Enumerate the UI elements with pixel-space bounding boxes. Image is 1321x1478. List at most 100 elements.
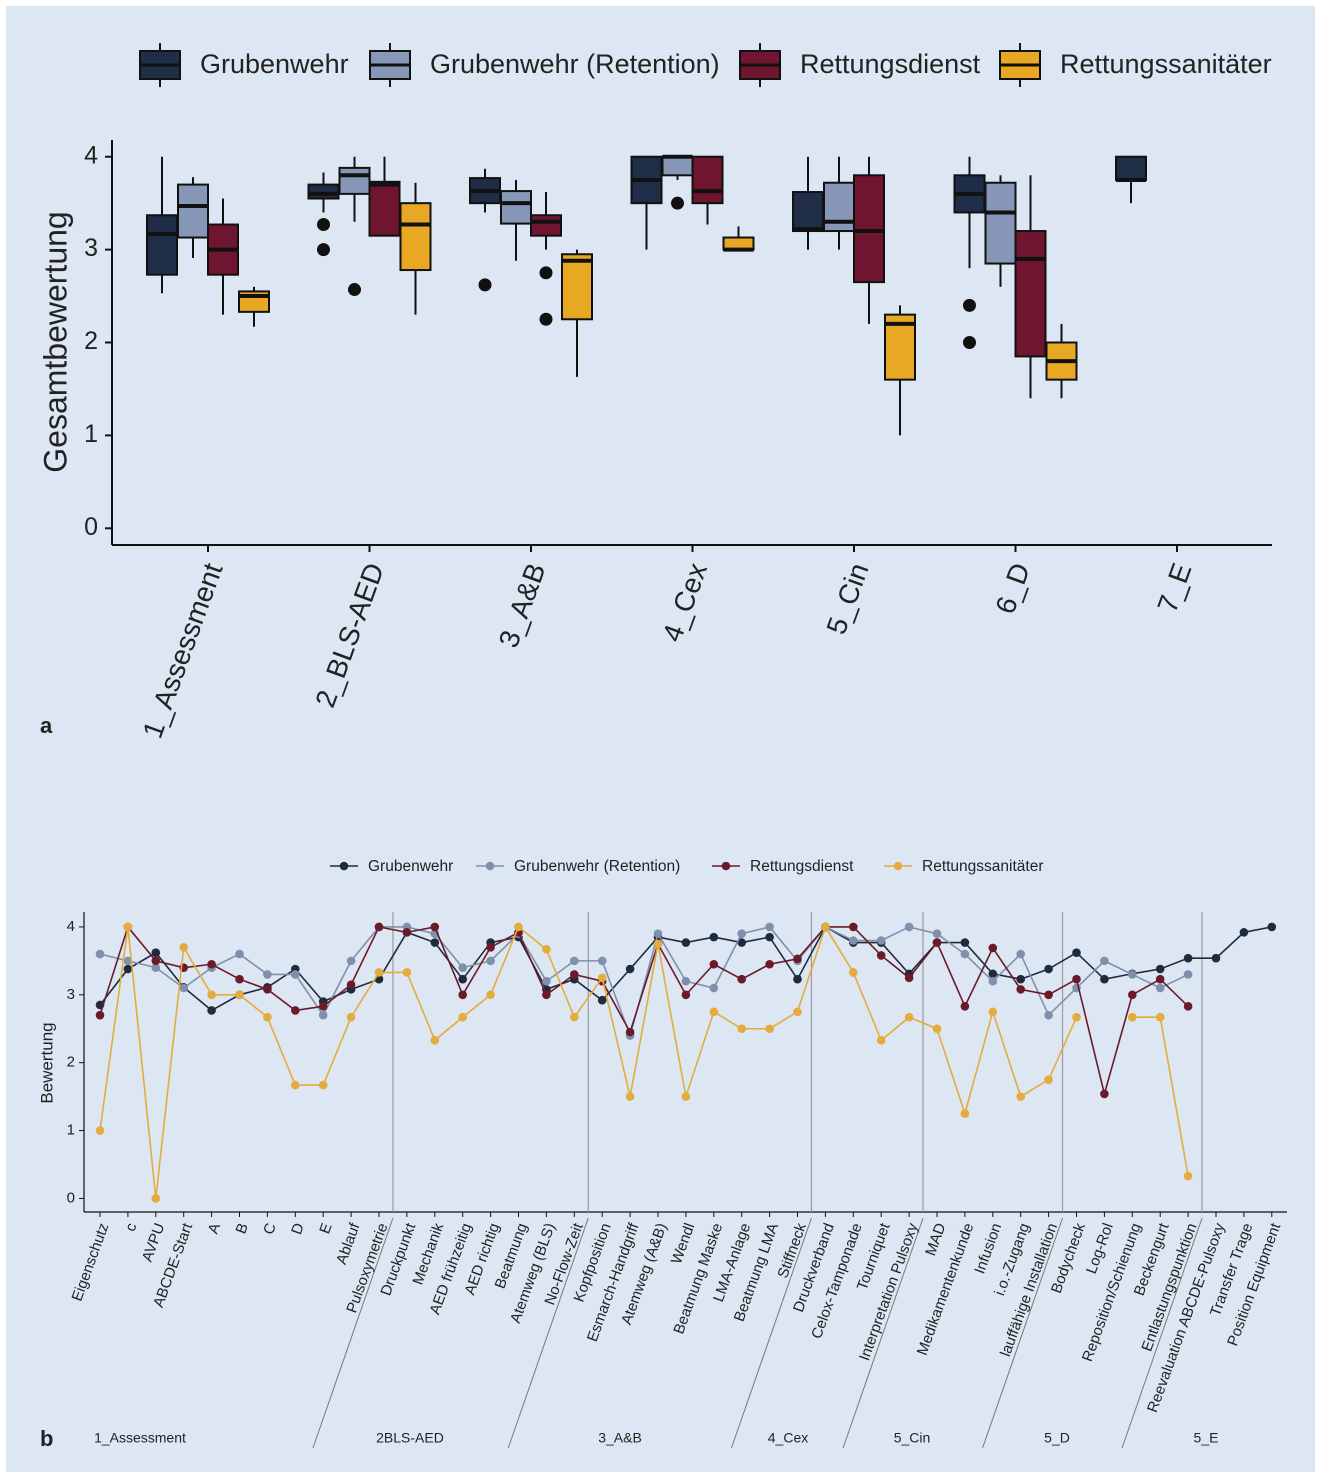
point xyxy=(207,1006,216,1015)
box xyxy=(661,155,694,177)
point xyxy=(374,968,384,977)
point xyxy=(263,1012,272,1022)
point xyxy=(876,1035,886,1045)
outlier xyxy=(317,243,330,257)
point xyxy=(263,970,272,979)
point xyxy=(123,956,133,966)
point xyxy=(737,974,746,984)
y-tick-label: 0 xyxy=(67,1189,75,1206)
point xyxy=(346,980,356,989)
point xyxy=(681,976,691,986)
point xyxy=(765,959,774,969)
point xyxy=(988,943,998,953)
group-label: 5_D xyxy=(1044,1430,1070,1446)
point xyxy=(1155,1012,1165,1022)
point xyxy=(430,1035,440,1045)
point xyxy=(1211,953,1221,963)
group-label: 5_Cin xyxy=(894,1430,931,1446)
point xyxy=(179,983,188,993)
box xyxy=(399,202,432,272)
panel-label: b xyxy=(40,1426,53,1451)
point xyxy=(765,932,774,942)
point xyxy=(1183,970,1193,979)
group-separator-diagonal xyxy=(312,1217,394,1449)
point xyxy=(95,1010,105,1020)
point xyxy=(1155,983,1165,993)
point xyxy=(988,969,998,979)
point xyxy=(346,956,356,966)
box xyxy=(338,166,371,195)
point xyxy=(1016,985,1025,994)
box xyxy=(1115,155,1147,181)
legend-label: Rettungssanitäter xyxy=(922,858,1044,875)
point xyxy=(1072,1012,1081,1022)
legend-label: Rettungssanitäter xyxy=(1060,49,1272,79)
point xyxy=(291,1080,300,1090)
point xyxy=(1072,974,1081,984)
point xyxy=(542,976,551,986)
group-label: 3_A&B xyxy=(598,1430,642,1446)
point xyxy=(1016,1092,1025,1101)
group-separator-diagonal xyxy=(982,1217,1064,1449)
box xyxy=(500,190,532,225)
box xyxy=(561,253,593,321)
panel-label: a xyxy=(40,713,53,738)
point xyxy=(179,942,188,952)
outlier xyxy=(963,336,976,349)
point xyxy=(1044,1010,1053,1020)
legend-point xyxy=(339,861,349,871)
point xyxy=(709,1007,719,1017)
point xyxy=(1155,964,1165,974)
point xyxy=(1044,1075,1053,1084)
point xyxy=(681,1092,691,1101)
point xyxy=(570,1012,579,1022)
point xyxy=(793,1007,802,1017)
y-tick-label: 2 xyxy=(84,327,98,355)
point xyxy=(430,922,440,932)
point xyxy=(430,938,440,947)
point xyxy=(709,983,719,993)
point xyxy=(458,990,468,1000)
box xyxy=(792,191,824,233)
point xyxy=(263,985,272,994)
point xyxy=(1016,974,1025,984)
point xyxy=(151,963,161,972)
point xyxy=(151,948,161,958)
group-separator-diagonal xyxy=(1121,1217,1203,1449)
point xyxy=(625,1092,635,1101)
box xyxy=(307,183,340,200)
legend-point xyxy=(893,861,903,871)
point xyxy=(346,1012,356,1022)
point xyxy=(95,949,105,959)
point xyxy=(737,938,746,947)
box xyxy=(853,174,885,284)
box xyxy=(146,214,178,276)
point xyxy=(1183,1002,1193,1011)
point xyxy=(1128,970,1137,979)
point xyxy=(1183,953,1193,963)
box xyxy=(984,181,1017,265)
y-tick-label: 0 xyxy=(84,513,98,541)
point xyxy=(486,956,495,966)
point xyxy=(458,974,468,984)
point xyxy=(458,1012,468,1022)
legend-label: Grubenwehr xyxy=(200,49,349,79)
point xyxy=(932,1024,942,1034)
point xyxy=(123,964,133,974)
point xyxy=(570,956,579,966)
point xyxy=(291,1006,300,1015)
point xyxy=(765,922,774,932)
point xyxy=(737,929,746,939)
group-separator-diagonal xyxy=(730,1217,812,1449)
point xyxy=(904,973,914,983)
point xyxy=(542,990,551,1000)
point xyxy=(653,939,663,949)
box xyxy=(177,183,209,239)
point xyxy=(849,936,858,945)
point xyxy=(1072,948,1081,958)
point xyxy=(1239,928,1249,937)
point xyxy=(849,922,858,932)
y-tick-label: 2 xyxy=(67,1054,75,1071)
y-tick-label: 1 xyxy=(84,420,98,448)
